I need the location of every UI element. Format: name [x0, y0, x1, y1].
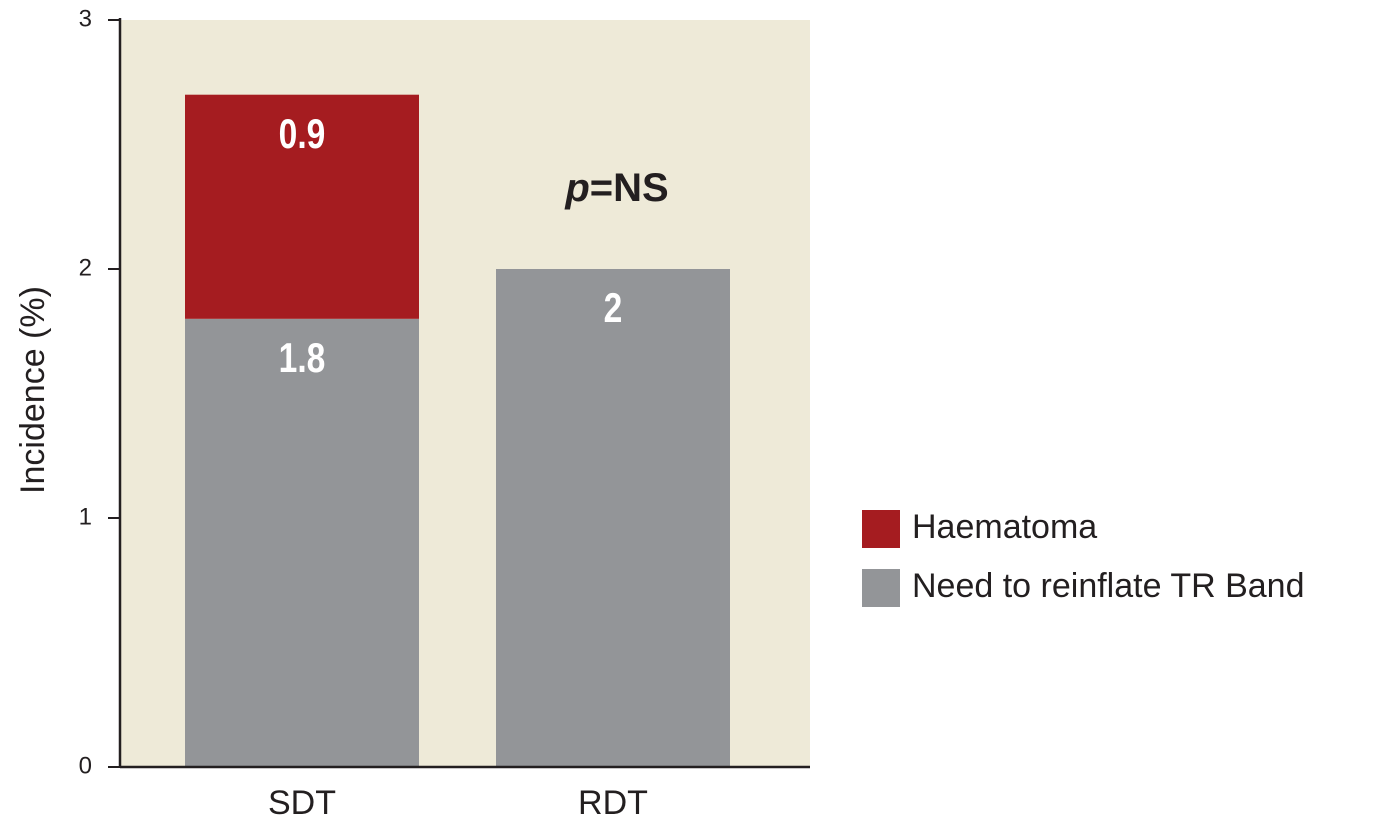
bar-segment — [185, 318, 419, 767]
value-label: 2 — [604, 286, 623, 332]
y-axis-label: Incidence (%) — [14, 286, 52, 494]
y-tick-label: 3 — [79, 5, 92, 32]
value-label: 0.9 — [279, 111, 326, 157]
bar-segment — [185, 94, 419, 319]
bar-segment — [496, 269, 730, 767]
y-tick-label: 0 — [79, 752, 92, 779]
annotation: p=NS — [564, 166, 668, 210]
legend-swatch — [862, 510, 900, 548]
legend-swatch — [862, 569, 900, 607]
value-label: 1.8 — [279, 335, 326, 381]
y-tick-label: 1 — [79, 503, 92, 530]
x-tick-label: SDT — [268, 784, 336, 822]
y-tick-label: 2 — [79, 254, 92, 281]
annotation-italic: p — [564, 166, 589, 210]
legend-label: Need to reinflate TR Band — [912, 567, 1305, 605]
annotation-text: =NS — [590, 166, 669, 210]
x-tick-label: RDT — [578, 784, 648, 822]
legend-label: Haematoma — [912, 508, 1097, 546]
